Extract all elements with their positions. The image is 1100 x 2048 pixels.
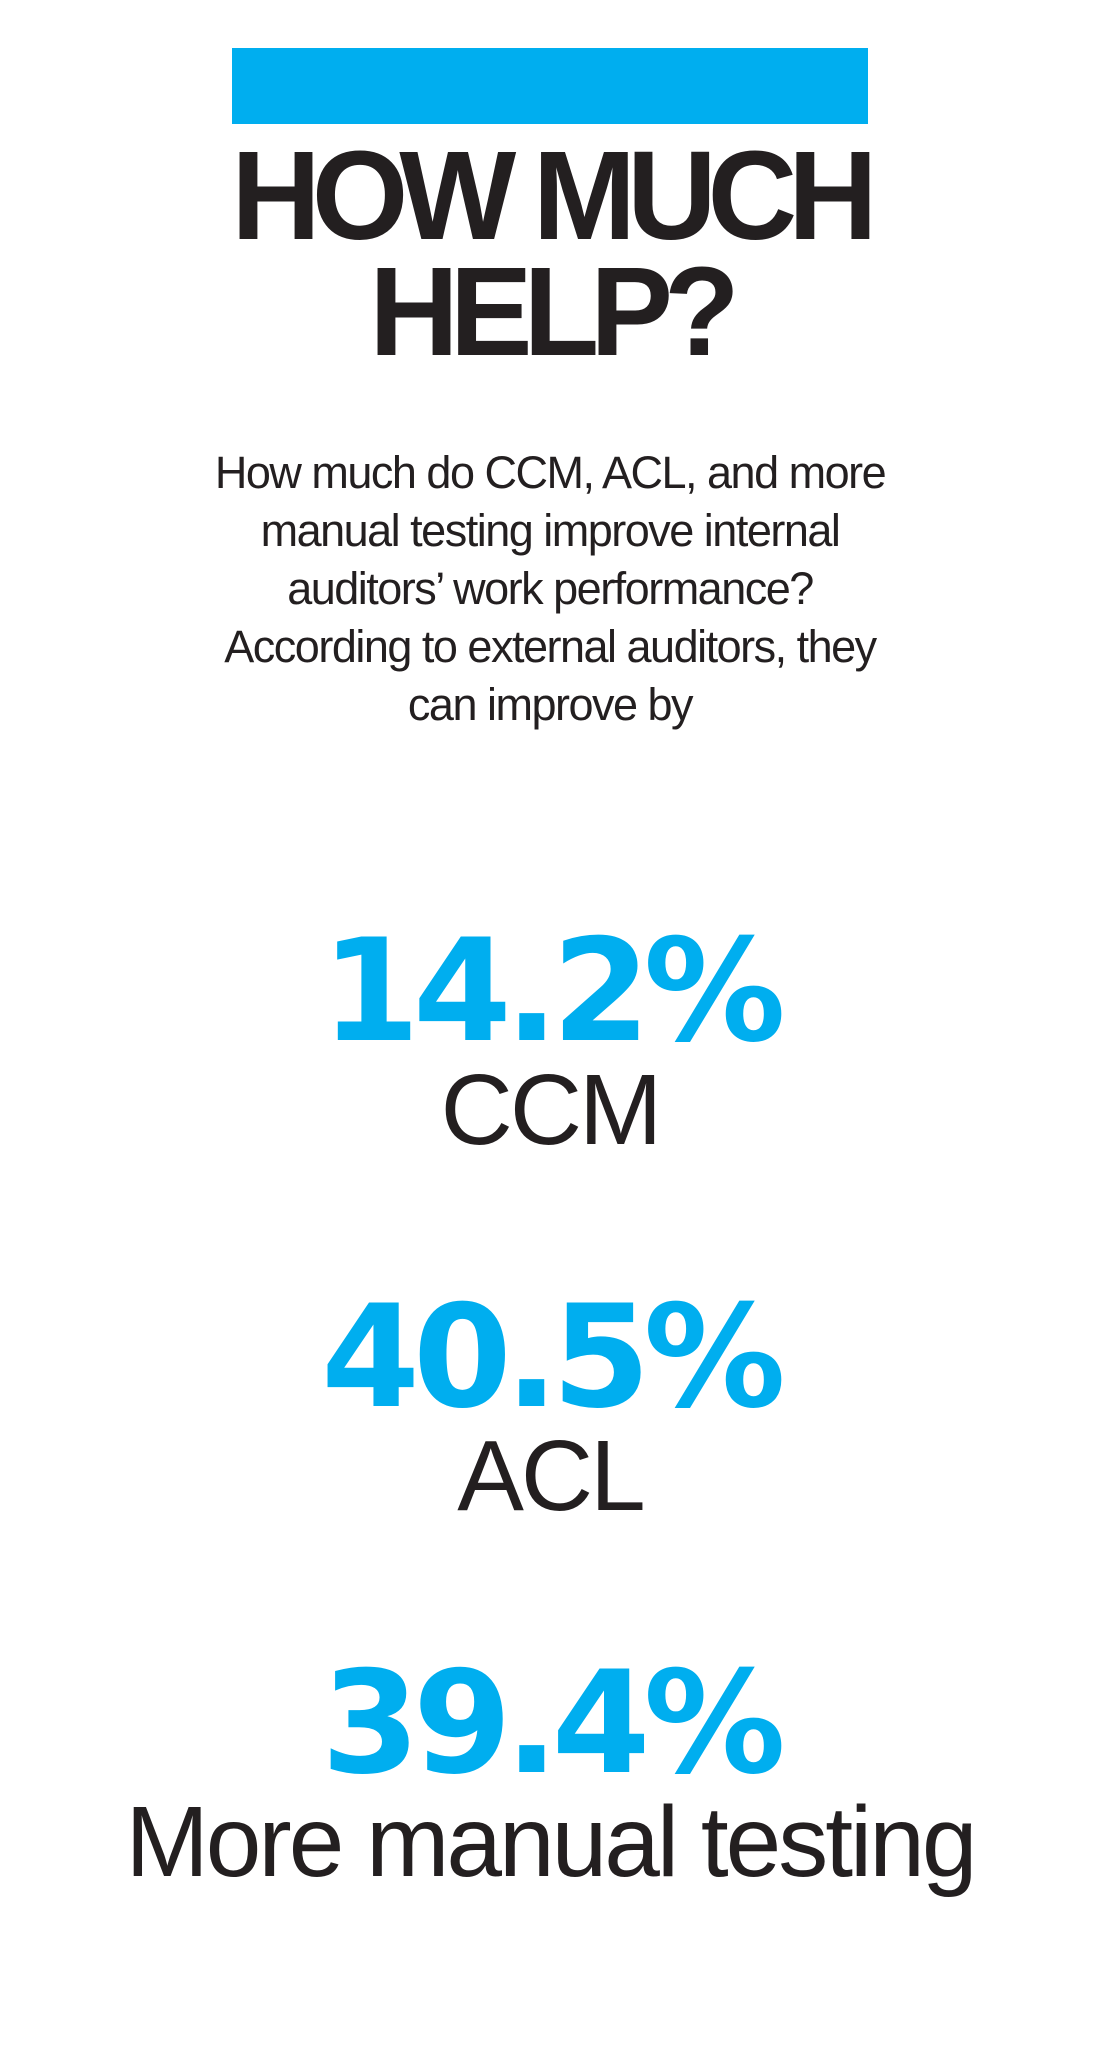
- accent-bar: [232, 48, 868, 124]
- intro-text: How much do CCM, ACL, and more manual te…: [214, 447, 887, 730]
- stat-manual-testing: 39.4% More manual testing: [0, 1641, 1100, 1898]
- stat-acl-label: ACL: [457, 1420, 646, 1532]
- stat-ccm-value: 14.2%: [321, 909, 786, 1074]
- headline-line-2: HELP?: [369, 241, 739, 383]
- stat-acl: 40.5% ACL: [0, 1275, 1100, 1532]
- stat-ccm-label: CCM: [440, 1054, 663, 1166]
- stat-manual-testing-label: More manual testing: [125, 1786, 977, 1898]
- headline-line-1: HOW MUCH: [231, 125, 877, 267]
- stat-manual-testing-value: 39.4%: [321, 1641, 786, 1806]
- stat-acl-value: 40.5%: [321, 1275, 786, 1440]
- headline: HOW MUCH HELP?: [0, 125, 1100, 383]
- stat-ccm: 14.2% CCM: [0, 909, 1100, 1166]
